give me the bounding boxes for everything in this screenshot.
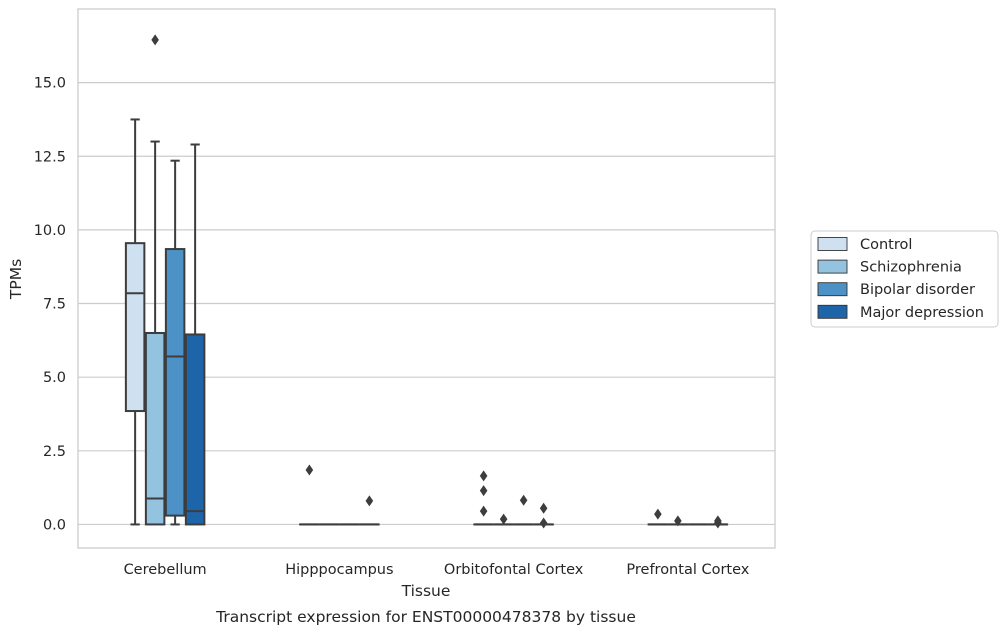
x-tick-label: Cerebellum: [124, 562, 207, 578]
box: [124, 242, 146, 413]
legend-swatch: [817, 259, 848, 274]
chart-caption: Transcript expression for ENST0000047837…: [215, 608, 636, 626]
y-tick-label: 5.0: [43, 370, 66, 386]
y-tick-label: 7.5: [43, 297, 66, 313]
box: [164, 248, 186, 517]
y-tick-label: 15.0: [34, 76, 66, 92]
box-group: [473, 470, 494, 526]
outlier-point: [499, 513, 508, 525]
outlier-point: [539, 517, 548, 529]
outlier-point: [714, 517, 722, 529]
box-group: [647, 508, 669, 526]
legend-label: Control: [860, 237, 912, 253]
legend-swatch: [817, 304, 848, 319]
legend-label: Major depression: [860, 305, 984, 321]
outlier-point: [479, 470, 488, 482]
outlier-point: [479, 485, 488, 497]
box-group: [184, 143, 206, 526]
outlier-point: [654, 508, 662, 520]
outlier-point: [519, 494, 528, 506]
y-axis-ticks: 0.0 2.5 5.0 7.5 10.0 12.5 15.0: [34, 76, 66, 534]
outlier-point: [151, 34, 159, 46]
outlier-point: [365, 495, 374, 507]
box-group: [707, 515, 729, 529]
legend-label: Bipolar disorder: [860, 282, 975, 298]
y-tick-label: 2.5: [43, 444, 66, 460]
x-tick-label: Prefrontal Cortex: [626, 562, 749, 578]
y-axis-label: TPMs: [7, 259, 25, 300]
box-group: [533, 502, 554, 529]
plot-area-frame: [77, 8, 776, 549]
box-group: [124, 118, 146, 526]
x-axis-label: Tissue: [401, 582, 451, 600]
box: [184, 333, 206, 526]
box: [144, 331, 166, 526]
y-tick-label: 0.0: [43, 517, 66, 533]
box-group: [164, 159, 186, 526]
legend-frame: [810, 230, 999, 328]
legend: Control Schizophrenia Bipolar disorder Majo…: [810, 230, 999, 328]
legend-label: Schizophrenia: [860, 260, 962, 276]
box-group: [667, 515, 689, 527]
x-tick-label: Hipppocampus: [285, 562, 393, 578]
outlier-point: [674, 515, 682, 527]
y-tick-label: 12.5: [34, 149, 66, 165]
x-axis-ticks: Cerebellum Hipppocampus Orbitofontal Corte…: [124, 562, 750, 578]
outlier-point: [479, 505, 488, 517]
box-group: [493, 513, 514, 526]
outlier-point: [305, 464, 314, 476]
boxes: [124, 34, 729, 529]
box-group: [299, 464, 320, 526]
box-group: [513, 494, 534, 526]
y-tick-label: 10.0: [34, 223, 66, 239]
outlier-point: [539, 502, 548, 514]
legend-swatch: [817, 237, 848, 251]
box-group: [144, 34, 166, 526]
box-group: [359, 495, 380, 526]
legend-swatch: [817, 282, 848, 297]
x-tick-label: Orbitofontal Cortex: [444, 562, 584, 578]
